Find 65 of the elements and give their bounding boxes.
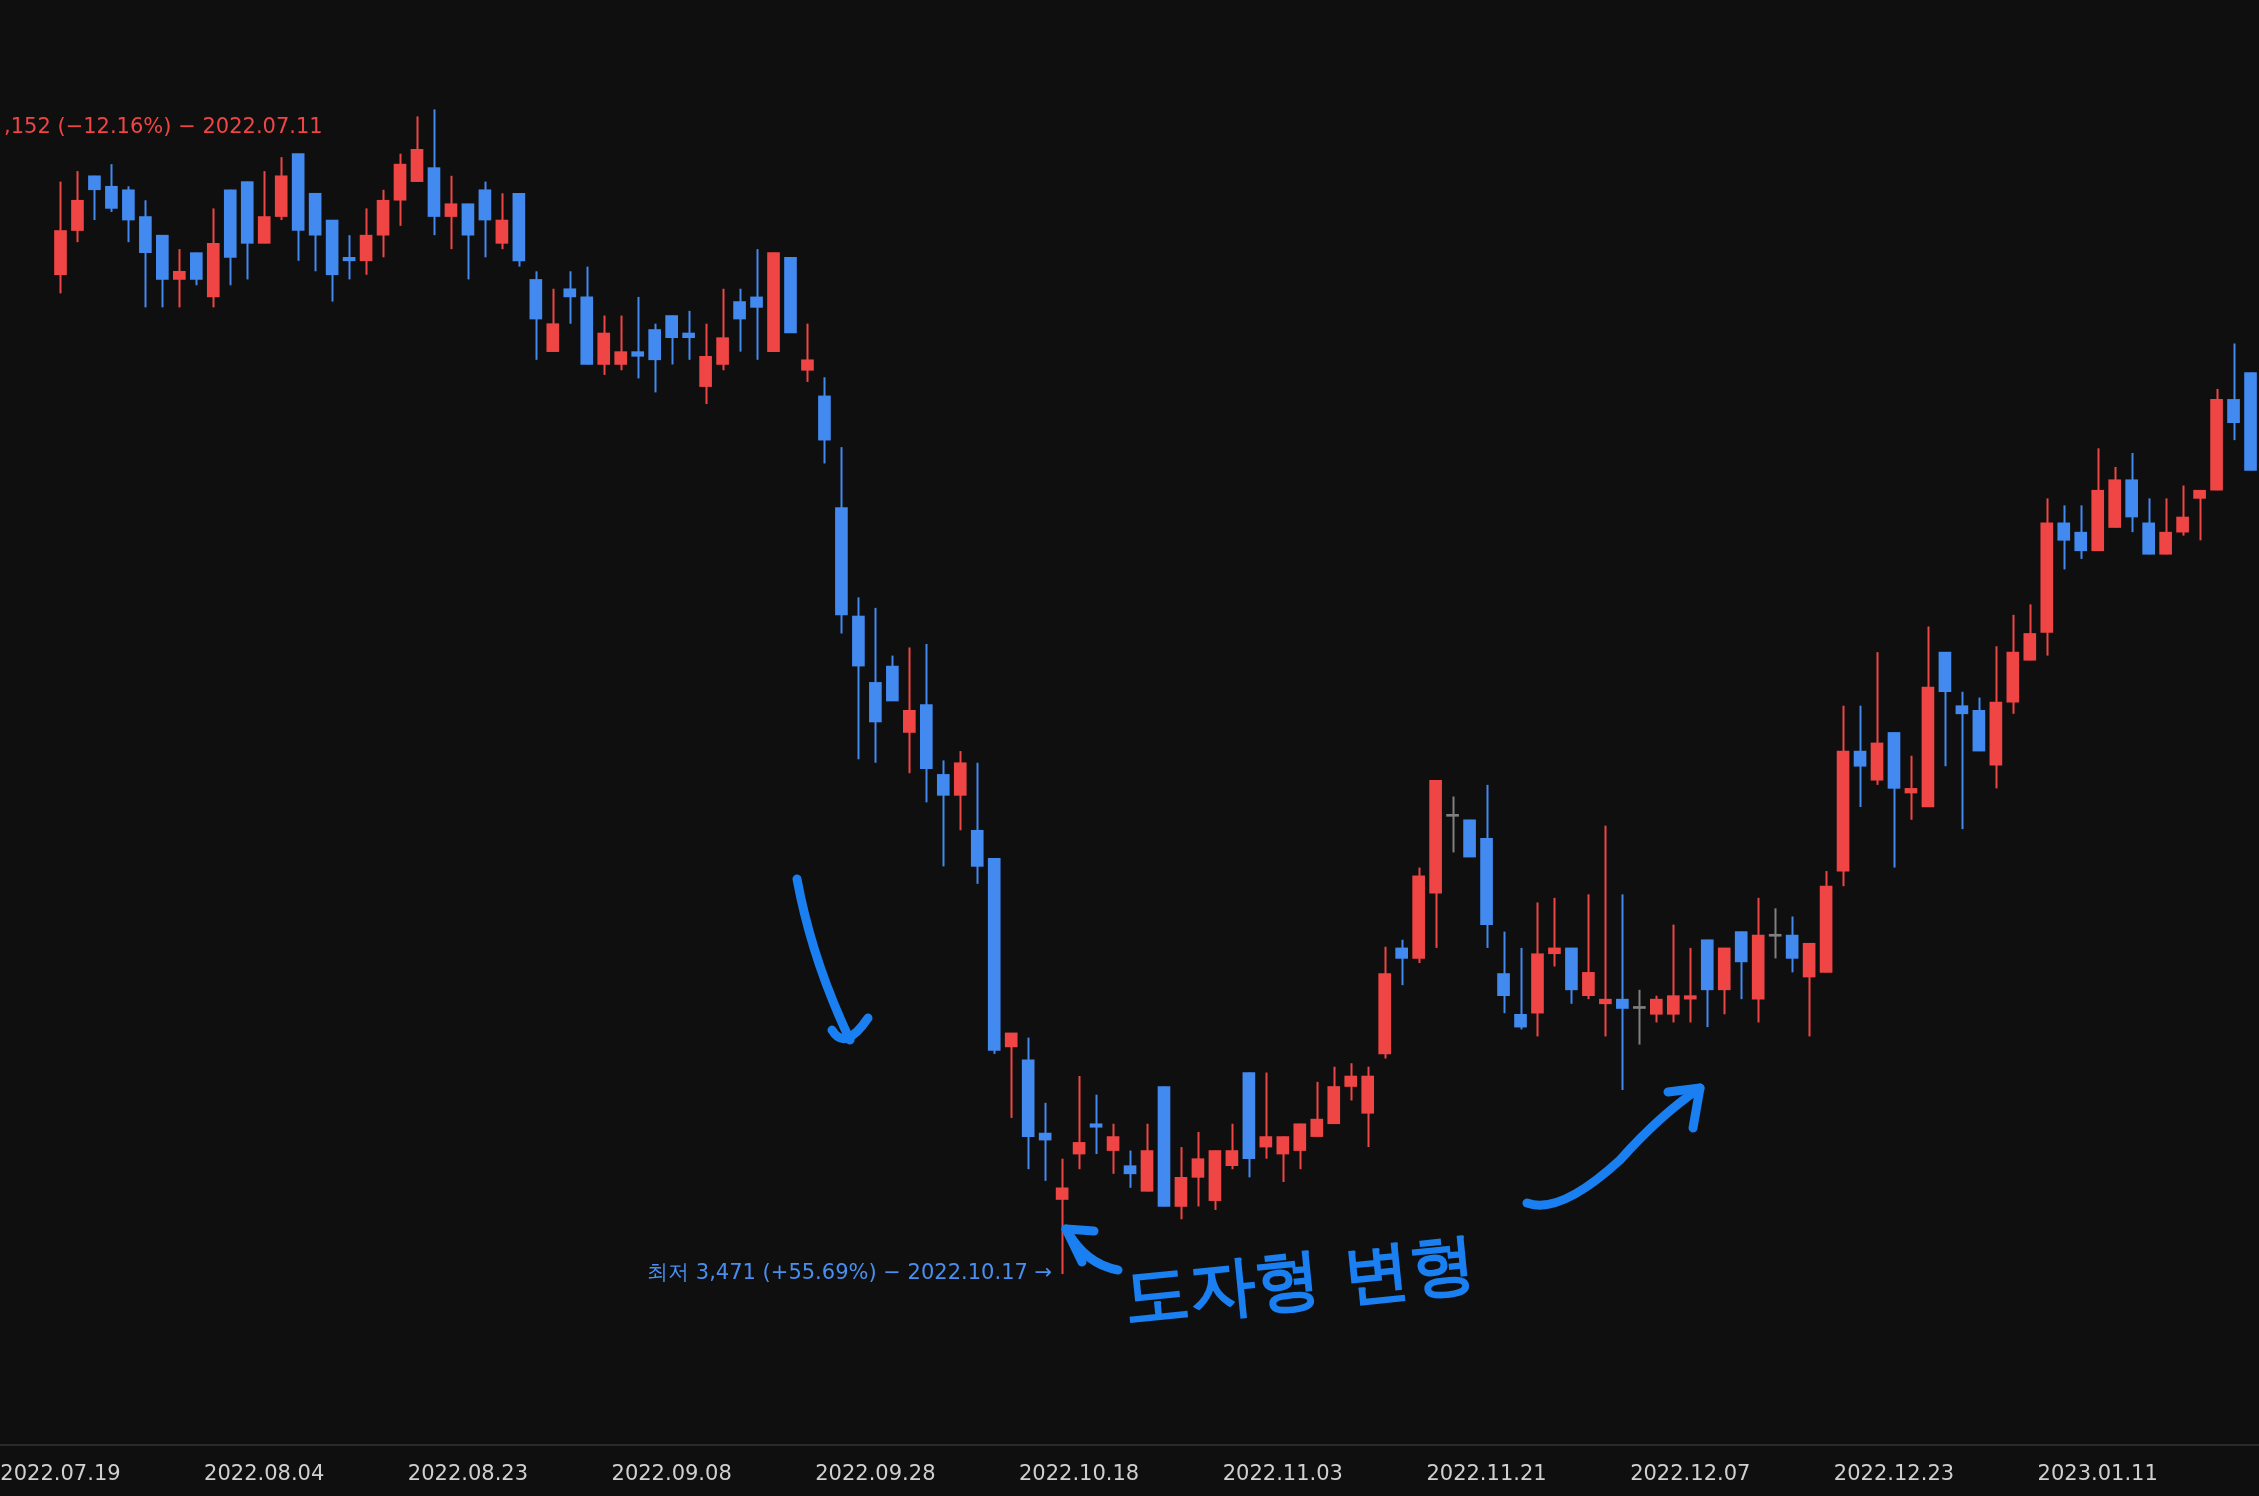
candlestick: [1649, 994, 1663, 1024]
candlestick: [1548, 896, 1561, 968]
candlestick: [1497, 930, 1510, 1015]
candlestick: [733, 287, 746, 353]
annotation: ,152 (−12.16%) − 2022.07.11: [4, 114, 323, 139]
candlestick: [1225, 1122, 1239, 1171]
candlestick: [1191, 1130, 1205, 1208]
candlestick: [495, 192, 509, 251]
candlestick: [105, 163, 118, 213]
candlestick: [2227, 342, 2240, 442]
candlestick: [936, 759, 950, 868]
candlestick: [1599, 824, 1612, 1038]
candlestick: [1310, 1080, 1324, 1138]
x-tick-label: 2022.09.28: [815, 1461, 936, 1486]
candlestick: [1785, 915, 1799, 974]
candlestick: [682, 309, 695, 361]
candlestick: [2176, 484, 2189, 537]
x-tick-label: 2022.11.21: [1426, 1461, 1547, 1486]
candlestick: [1582, 893, 1595, 1001]
candlestick: [2159, 497, 2172, 556]
annotation: 최저 3,471 (+55.69%) − 2022.10.17 →: [647, 1260, 1053, 1285]
candlestick: [1004, 1031, 1018, 1119]
candlestick: [1853, 704, 1867, 808]
candlestick: [1683, 946, 1697, 1024]
candlestick: [1633, 988, 1646, 1046]
candlestick: [444, 174, 458, 251]
candlestick: [1089, 1093, 1103, 1156]
candlestick: [1055, 1157, 1069, 1275]
candlestick: [1616, 893, 1629, 1091]
candlestick: [1666, 923, 1680, 1024]
x-tick-label: 2022.12.23: [1833, 1461, 1955, 1486]
x-tick-label: 2022.07.19: [0, 1461, 121, 1486]
x-tick-label: 2022.10.18: [1018, 1461, 1140, 1486]
x-tick-label: 2023.01.11: [2037, 1461, 2158, 1486]
candlestick: [1344, 1062, 1358, 1102]
candlestick: [750, 248, 763, 361]
x-tick-label: 2022.09.08: [611, 1461, 732, 1486]
x-tick-label: 2022.12.07: [1630, 1461, 1751, 1486]
candlestick: [1276, 1135, 1290, 1183]
x-tick-label: 2022.11.03: [1222, 1461, 1343, 1486]
candlestick: [1072, 1075, 1086, 1171]
candlestick: [1123, 1149, 1137, 1189]
candlestick: [2057, 504, 2071, 571]
x-tick-label: 2022.08.23: [407, 1461, 529, 1486]
candlestick: [631, 295, 645, 380]
candlestick: [1904, 754, 1918, 821]
candlestick: [1106, 1122, 1120, 1175]
candlestick: [88, 174, 101, 222]
x-tick-label: 2022.08.04: [204, 1461, 325, 1486]
candlestick: [1955, 690, 1969, 831]
candlestick: [1259, 1071, 1273, 1160]
candlestick: [1514, 946, 1527, 1031]
annotation: 도자형 변형: [1120, 1223, 1479, 1336]
candlestick: [614, 314, 628, 372]
candlestick: [1768, 907, 1782, 960]
candlestick: [342, 234, 356, 281]
candlestick: [1395, 938, 1408, 987]
candlestick: [2193, 489, 2206, 542]
candlestick: [173, 248, 186, 309]
candlestick: [1446, 795, 1459, 854]
candlestick: [801, 322, 814, 383]
candlestick: [903, 646, 916, 775]
candlestick: [2074, 504, 2088, 560]
candlestick: [563, 270, 577, 325]
candlestick: [665, 314, 678, 366]
